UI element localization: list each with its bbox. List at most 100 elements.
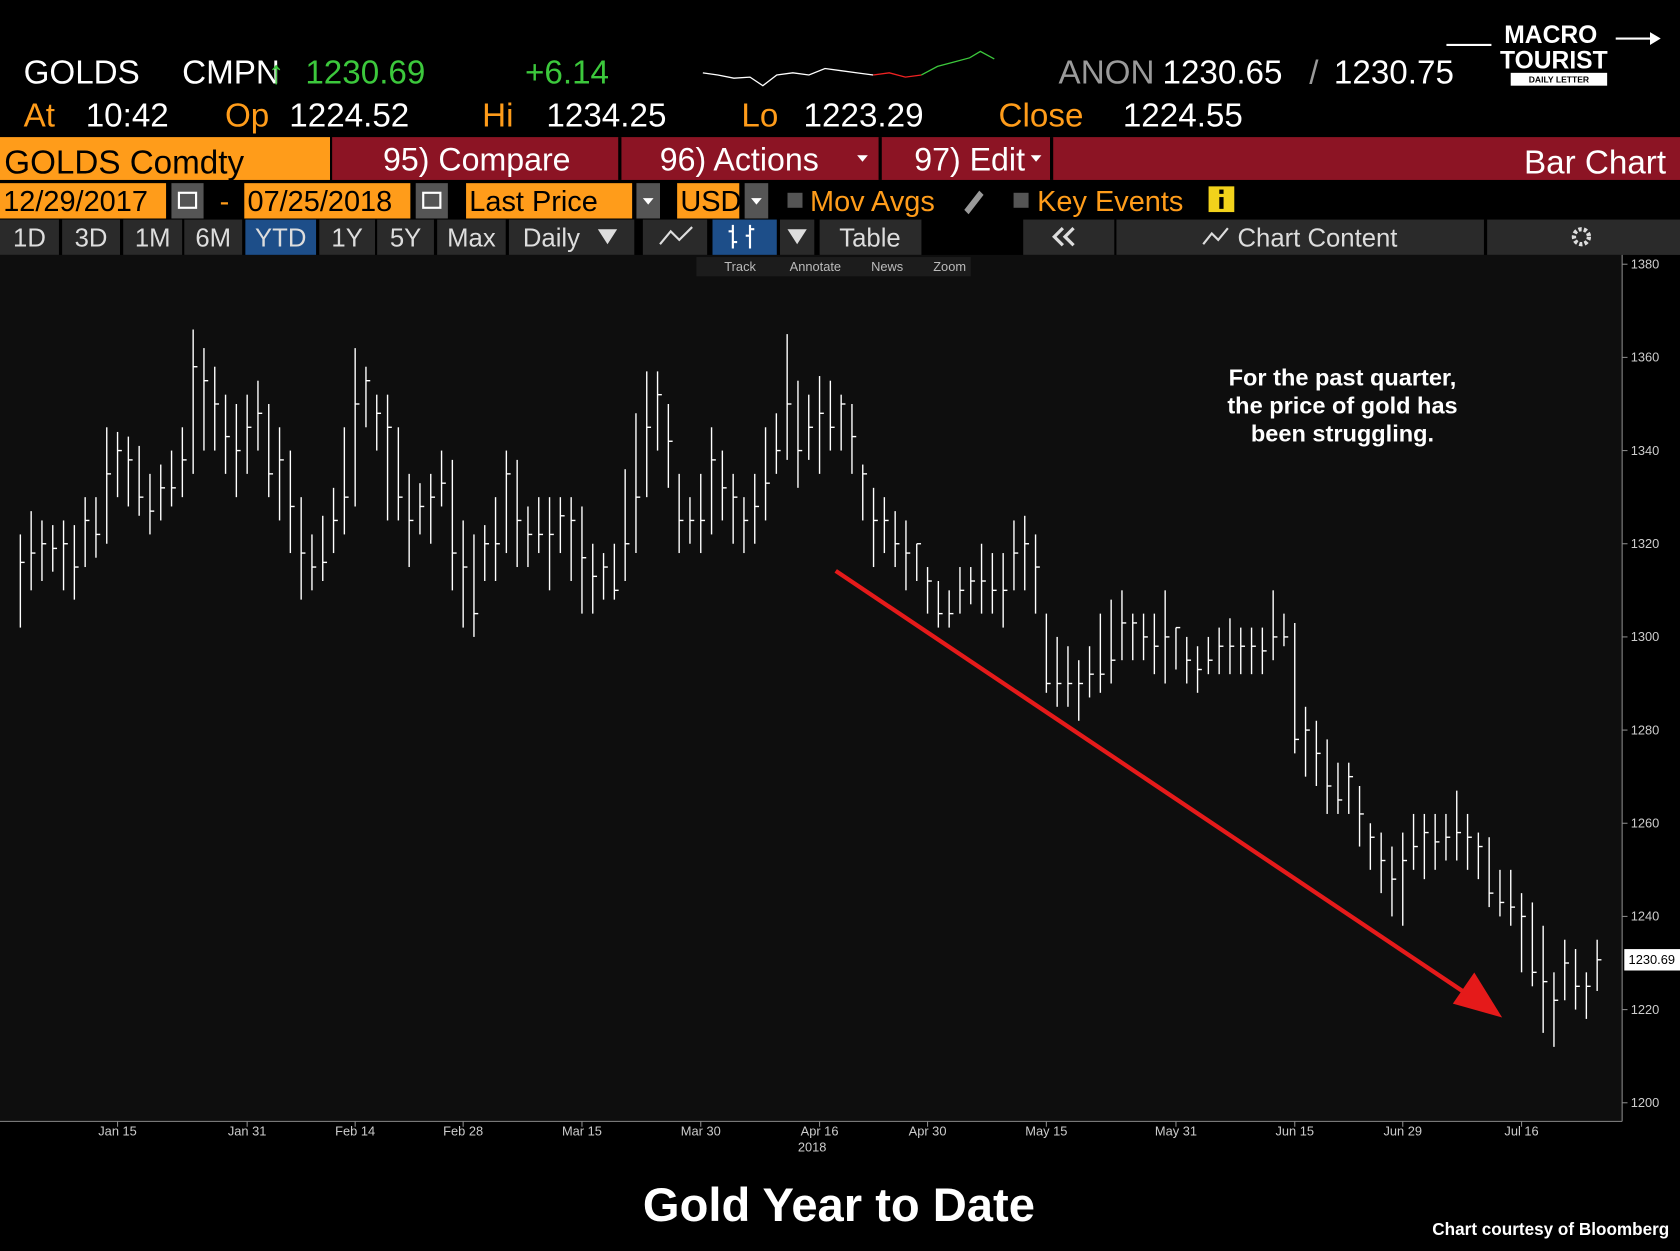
table-button[interactable] <box>819 219 922 255</box>
dropdown-icon <box>751 198 762 205</box>
x-tick-label: Jun 29 <box>1383 1123 1422 1138</box>
x-tick-label: Jul 16 <box>1504 1123 1538 1138</box>
currency[interactable]: USD <box>680 186 741 218</box>
range-button[interactable] <box>377 219 434 255</box>
range-label[interactable]: 1M <box>135 224 171 252</box>
security[interactable]: GOLDS Comdty <box>4 145 244 182</box>
time: 10:42 <box>86 97 169 134</box>
year-label: 2018 <box>798 1139 827 1154</box>
open: 1224.52 <box>289 97 409 134</box>
last-price-box <box>1624 949 1680 971</box>
trend-arrow <box>834 569 1472 998</box>
y-tick-label: 1280 <box>1631 722 1660 737</box>
date-input[interactable] <box>244 183 411 219</box>
range-button[interactable] <box>123 219 183 255</box>
y-tick-label: 1260 <box>1631 816 1660 831</box>
low: 1223.29 <box>804 97 924 134</box>
info-glyph <box>1219 189 1224 194</box>
tool[interactable]: Zoom <box>933 259 966 274</box>
period[interactable]: Daily <box>523 224 580 252</box>
y-tick-label: 1220 <box>1631 1002 1660 1017</box>
table[interactable]: Table <box>839 224 900 252</box>
period-button[interactable] <box>508 219 635 255</box>
start-date[interactable]: 12/29/2017 <box>3 186 148 218</box>
checkbox[interactable] <box>1013 192 1029 208</box>
price-bars: 1200 1220 1240 1260 1280 1300 1320 1340 1360 1380… <box>19 257 1680 1138</box>
annotation-line: For the past quarter, <box>1229 365 1457 391</box>
menu-item[interactable]: 96) Actions <box>660 141 819 177</box>
calendar-icon <box>177 191 198 209</box>
chart-content-button[interactable] <box>1116 219 1484 255</box>
range-label[interactable]: 1D <box>13 224 46 252</box>
field-select[interactable] <box>466 183 633 219</box>
dropdown-icon <box>787 229 807 245</box>
range-button[interactable] <box>245 219 317 255</box>
range-button[interactable] <box>437 219 506 255</box>
chart-content[interactable]: Chart Content <box>1238 224 1398 252</box>
x-tick-label: Jun 15 <box>1275 1123 1314 1138</box>
x-tick-label: May 15 <box>1025 1123 1067 1138</box>
label: Op <box>225 97 269 134</box>
menu-item[interactable]: 95) Compare <box>383 141 571 177</box>
last-price-label: 1230.69 <box>1629 952 1675 967</box>
sparkline <box>921 50 995 76</box>
end-date[interactable]: 07/25/2018 <box>248 186 393 218</box>
last-price: 1230.69 <box>305 55 425 92</box>
y-tick-label: 1200 <box>1631 1095 1660 1110</box>
x-tick-label: Mar 30 <box>681 1123 721 1138</box>
range-button[interactable] <box>319 219 375 255</box>
y-tick-label: 1320 <box>1631 536 1660 551</box>
menu-item[interactable]: 97) Edit <box>914 141 1025 177</box>
chart-toolbar <box>696 257 971 277</box>
dealer: ANON <box>1059 55 1155 92</box>
currency-select[interactable] <box>677 183 740 219</box>
x-tick-label: May 31 <box>1155 1123 1197 1138</box>
x-tick-label: Mar 15 <box>562 1123 602 1138</box>
range-label[interactable]: 3D <box>75 224 108 252</box>
y-tick-label: 1380 <box>1631 257 1660 272</box>
range-button[interactable] <box>62 219 120 255</box>
security-box[interactable] <box>0 137 330 180</box>
range-button[interactable] <box>0 219 59 255</box>
sparkline <box>702 67 874 87</box>
dropdown-icon <box>857 155 868 162</box>
calendar-button[interactable] <box>171 183 204 219</box>
range-label[interactable]: 1Y <box>331 224 362 252</box>
menu-bar <box>332 137 1680 180</box>
trend-arrowhead <box>1452 972 1503 1018</box>
collapse-button[interactable] <box>1023 219 1115 255</box>
tool[interactable]: Track <box>724 259 756 274</box>
logo-text: TOURIST <box>1500 48 1608 75</box>
label: At <box>24 97 55 134</box>
bid: 1230.65 <box>1163 55 1283 92</box>
date-input[interactable] <box>0 183 167 219</box>
field[interactable]: Last Price <box>469 186 598 218</box>
tool[interactable]: Annotate <box>790 259 841 274</box>
range-label[interactable]: 5Y <box>390 224 421 252</box>
range-label[interactable]: YTD <box>255 224 306 252</box>
dash: - <box>220 186 230 218</box>
range-label[interactable]: Max <box>447 224 496 252</box>
divider <box>1050 137 1054 180</box>
x-tick-label: Jan 31 <box>228 1123 267 1138</box>
info-glyph <box>1219 197 1224 209</box>
range-button[interactable] <box>184 219 243 255</box>
sparkline <box>873 72 922 78</box>
checkbox-label[interactable]: Key Events <box>1037 186 1183 218</box>
pencil-icon[interactable] <box>964 190 984 215</box>
settings-button[interactable] <box>1487 219 1680 255</box>
line-chart-button[interactable] <box>642 219 708 255</box>
bar-chart-button[interactable] <box>712 219 777 255</box>
annotation-line: the price of gold has <box>1227 392 1457 418</box>
checkbox-label[interactable]: Mov Avgs <box>810 186 935 218</box>
y-tick-label: 1240 <box>1631 909 1660 924</box>
calendar-button[interactable] <box>415 183 448 219</box>
tool[interactable]: News <box>871 259 903 274</box>
dropdown-icon <box>597 229 618 245</box>
divider <box>618 137 622 180</box>
up-arrow: ↑ <box>268 55 285 92</box>
range-label[interactable]: 6M <box>195 224 231 252</box>
checkbox[interactable] <box>787 192 803 208</box>
ask: 1230.75 <box>1334 55 1454 92</box>
